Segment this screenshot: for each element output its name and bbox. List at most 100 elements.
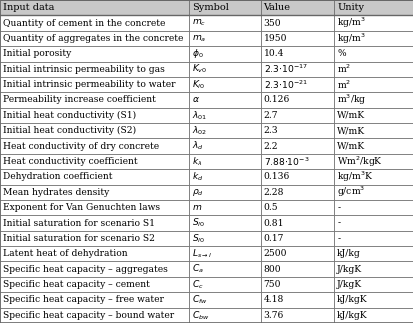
Text: %: % (336, 49, 345, 58)
Text: Input data: Input data (3, 3, 54, 12)
Text: $k_d$: $k_d$ (192, 171, 203, 183)
Text: Specific heat capacity – bound water: Specific heat capacity – bound water (3, 311, 173, 320)
Bar (333, 215, 413, 231)
Text: Initial saturation for scenario S2: Initial saturation for scenario S2 (3, 234, 154, 243)
Text: J/kgK: J/kgK (336, 280, 361, 289)
Text: $K_{l0}$: $K_{l0}$ (192, 78, 205, 91)
Text: 350: 350 (263, 18, 280, 27)
Bar (333, 77, 413, 92)
Bar (189, 277, 260, 292)
Text: W/mK: W/mK (336, 111, 364, 120)
Bar (189, 262, 260, 277)
Text: 0.126: 0.126 (263, 96, 289, 104)
Bar (0, 139, 189, 154)
Bar (189, 46, 260, 61)
Bar (0, 154, 189, 169)
Bar (333, 92, 413, 108)
Bar (189, 215, 260, 231)
Text: $m_a$: $m_a$ (192, 33, 206, 44)
Text: Specific heat capacity – free water: Specific heat capacity – free water (3, 296, 164, 305)
Text: g/cm$^3$: g/cm$^3$ (336, 185, 365, 200)
Bar (189, 77, 260, 92)
Text: 0.5: 0.5 (263, 203, 278, 212)
Text: $L_{s\rightarrow l}$: $L_{s\rightarrow l}$ (192, 247, 211, 260)
Text: 2.7: 2.7 (263, 111, 278, 120)
Text: Unity: Unity (336, 3, 363, 12)
Text: m$^2$: m$^2$ (336, 63, 351, 75)
Text: $K_{v0}$: $K_{v0}$ (192, 63, 207, 76)
Bar (0, 123, 189, 139)
Text: $C_c$: $C_c$ (192, 278, 203, 291)
Text: 4.18: 4.18 (263, 296, 283, 305)
Bar (0, 200, 189, 215)
Text: $C_a$: $C_a$ (192, 263, 203, 276)
Bar (0, 92, 189, 108)
Bar (260, 139, 333, 154)
Text: 3.76: 3.76 (263, 311, 283, 320)
Bar (333, 139, 413, 154)
Bar (260, 215, 333, 231)
Bar (0, 0, 189, 16)
Text: $\lambda_{02}$: $\lambda_{02}$ (192, 124, 207, 137)
Bar (189, 123, 260, 139)
Bar (333, 31, 413, 46)
Bar (333, 0, 413, 16)
Text: kg/m$^3$: kg/m$^3$ (336, 16, 365, 30)
Bar (0, 31, 189, 46)
Text: $m_c$: $m_c$ (192, 18, 206, 28)
Text: Heat conductivity coefficient: Heat conductivity coefficient (3, 157, 137, 166)
Bar (0, 46, 189, 61)
Text: 10.4: 10.4 (263, 49, 283, 58)
Text: -: - (336, 219, 339, 227)
Text: Wm$^2$/kgK: Wm$^2$/kgK (336, 154, 382, 169)
Bar (333, 200, 413, 215)
Bar (189, 108, 260, 123)
Bar (189, 246, 260, 262)
Text: -: - (336, 203, 339, 212)
Bar (260, 77, 333, 92)
Text: Permeability increase coefficient: Permeability increase coefficient (3, 96, 155, 104)
Text: $m$: $m$ (192, 203, 202, 212)
Text: Exponent for Van Genuchten laws: Exponent for Van Genuchten laws (3, 203, 160, 212)
Bar (333, 262, 413, 277)
Bar (333, 16, 413, 31)
Bar (260, 108, 333, 123)
Text: Initial heat conductivity (S2): Initial heat conductivity (S2) (3, 126, 136, 135)
Bar (333, 154, 413, 169)
Bar (333, 292, 413, 307)
Bar (333, 108, 413, 123)
Bar (189, 307, 260, 323)
Bar (0, 215, 189, 231)
Text: Symbol: Symbol (192, 3, 228, 12)
Bar (260, 307, 333, 323)
Bar (333, 231, 413, 246)
Bar (260, 0, 333, 16)
Text: Initial intrinsic permeability to water: Initial intrinsic permeability to water (3, 80, 175, 89)
Text: 0.17: 0.17 (263, 234, 283, 243)
Text: $C_{bw}$: $C_{bw}$ (192, 309, 209, 322)
Text: 2.28: 2.28 (263, 188, 283, 197)
Text: kJ/kgK: kJ/kgK (336, 296, 367, 305)
Bar (333, 184, 413, 200)
Text: Heat conductivity of dry concrete: Heat conductivity of dry concrete (3, 141, 159, 151)
Bar (260, 169, 333, 184)
Bar (333, 61, 413, 77)
Bar (260, 231, 333, 246)
Text: W/mK: W/mK (336, 126, 364, 135)
Bar (189, 92, 260, 108)
Bar (189, 0, 260, 16)
Text: Quantity of cement in the concrete: Quantity of cement in the concrete (3, 18, 165, 27)
Bar (333, 169, 413, 184)
Text: Specific heat capacity – aggregates: Specific heat capacity – aggregates (3, 265, 167, 274)
Text: Mean hydrates density: Mean hydrates density (3, 188, 109, 197)
Bar (333, 307, 413, 323)
Text: -: - (336, 234, 339, 243)
Text: Dehydration coefficient: Dehydration coefficient (3, 172, 112, 182)
Bar (260, 246, 333, 262)
Bar (0, 184, 189, 200)
Bar (333, 277, 413, 292)
Bar (0, 16, 189, 31)
Text: Value: Value (263, 3, 290, 12)
Text: kJ/kg: kJ/kg (336, 249, 360, 258)
Bar (0, 246, 189, 262)
